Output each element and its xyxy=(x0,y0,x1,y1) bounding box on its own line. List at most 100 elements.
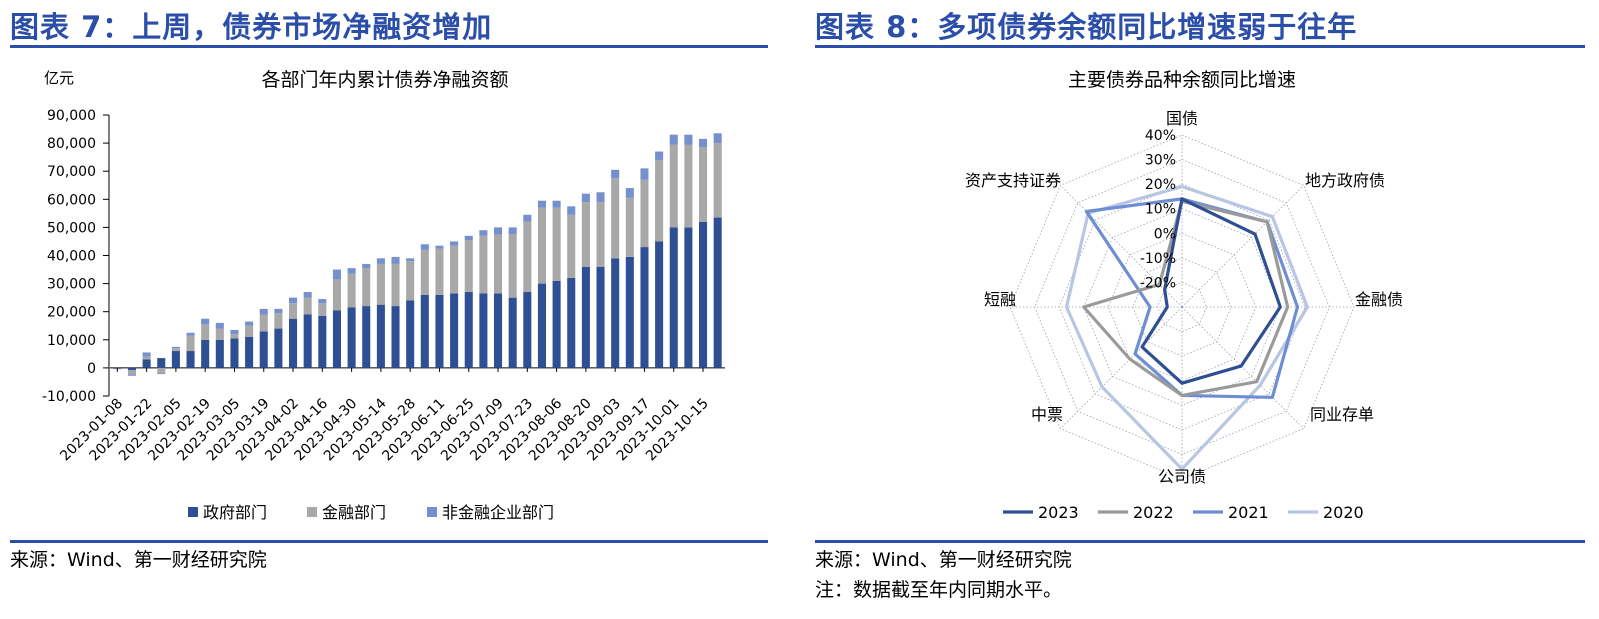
bar-segment xyxy=(362,268,371,307)
y-tick-label: 10,000 xyxy=(47,333,96,349)
bar-segment xyxy=(552,207,561,281)
legend-swatch xyxy=(307,507,317,517)
r-tick-label: 40% xyxy=(1145,128,1176,144)
y-tick-label: 80,000 xyxy=(47,136,96,152)
bar-segment xyxy=(435,245,444,249)
bar-segment xyxy=(376,258,385,264)
bar-segment xyxy=(596,202,605,267)
bar-segment xyxy=(494,234,503,294)
bar-segment xyxy=(537,200,546,208)
y-tick-label: 0 xyxy=(87,361,96,377)
bar-segment xyxy=(508,227,517,235)
y-tick-label: -10,000 xyxy=(42,389,96,405)
bar-segment xyxy=(596,266,605,368)
bar-segment xyxy=(245,336,254,368)
bar-segment xyxy=(406,261,415,301)
bar-segment xyxy=(479,293,488,368)
bar-segment xyxy=(391,306,400,368)
bar-segment xyxy=(479,235,488,294)
spoke xyxy=(1181,185,1304,308)
bar-segment xyxy=(435,248,444,295)
chart-title: 各部门年内累计债券净融资额 xyxy=(261,69,508,91)
bar-segment xyxy=(157,367,166,374)
legend-label: 2021 xyxy=(1228,503,1269,522)
bar-segment xyxy=(537,283,546,368)
legend-label: 金融部门 xyxy=(322,503,386,522)
bar-segment xyxy=(215,328,224,340)
category-label: 地方政府债 xyxy=(1305,171,1385,190)
bar-segment xyxy=(640,179,649,248)
left-panel: 图表 7：上周，债券市场净融资增加 各部门年内累计债券净融资额 亿元 -10,000… xyxy=(0,0,775,619)
stacked-bar-chart: 各部门年内累计债券净融资额 亿元 -10,000 0 10,000 20,000 30,00… xyxy=(42,69,725,522)
legend-label: 2020 xyxy=(1323,503,1364,522)
bar-segment xyxy=(186,351,195,368)
bar-segment xyxy=(552,280,561,368)
bar-segment xyxy=(157,358,166,368)
legend-label: 2022 xyxy=(1133,503,1174,522)
y-tick-label: 30,000 xyxy=(47,277,96,293)
legend-label: 政府部门 xyxy=(203,503,267,522)
y-unit-label: 亿元 xyxy=(44,69,74,87)
legend-label: 2023 xyxy=(1038,503,1079,522)
bar-segment xyxy=(713,217,722,368)
bar-segment xyxy=(699,147,708,222)
bar-segment xyxy=(640,168,649,180)
bar-segment xyxy=(215,339,224,368)
bar-segment xyxy=(464,292,473,368)
bar-segment xyxy=(406,300,415,368)
category-label: 国债 xyxy=(1166,109,1198,128)
bar-segment xyxy=(142,356,151,360)
bar-segment xyxy=(259,308,268,315)
bar-segment xyxy=(406,258,415,262)
bar-segment xyxy=(450,245,459,294)
bar-segment xyxy=(142,359,151,368)
grid-ring xyxy=(1009,134,1355,480)
bar-segment xyxy=(201,318,210,325)
bar-segment xyxy=(142,352,151,357)
figure-8-title: 图表 8：多项债券余额同比增速弱于往年 xyxy=(815,10,1358,44)
legend-swatch xyxy=(427,507,437,517)
bar-segment xyxy=(230,338,239,368)
bar-segment xyxy=(464,240,473,293)
y-tick-label: 50,000 xyxy=(47,220,96,236)
bar-segment xyxy=(201,324,210,340)
radar-chart: 主要债券品种余额同比增速 40% 30% 20% 10% 0% -10% -20% 国债地方政府… xyxy=(965,69,1403,522)
bar-segment xyxy=(713,143,722,218)
bar-segment xyxy=(274,308,283,314)
spoke xyxy=(1060,306,1183,429)
bar-segment xyxy=(552,200,561,208)
bar-segment xyxy=(435,294,444,368)
bar-segment xyxy=(494,293,503,368)
bar-segment xyxy=(171,346,180,349)
grid-ring xyxy=(1132,257,1232,357)
source-rule xyxy=(815,540,1585,543)
series-line xyxy=(1140,197,1282,385)
bar-segment xyxy=(450,241,459,246)
bar-segment xyxy=(523,214,532,222)
bar-segment xyxy=(391,256,400,264)
bar-segment xyxy=(625,197,634,257)
bar-segment xyxy=(523,221,532,293)
bar-segment xyxy=(274,328,283,368)
category-label: 同业存单 xyxy=(1310,405,1374,424)
bar-segment xyxy=(127,370,136,375)
bar-segment xyxy=(376,304,385,368)
bar-segment xyxy=(157,373,166,375)
bar-segment xyxy=(171,348,180,352)
bar-segment xyxy=(201,339,210,368)
y-tick-label: 70,000 xyxy=(47,164,96,180)
bar-segment xyxy=(684,227,693,368)
title-rule xyxy=(10,45,768,48)
bar-segment xyxy=(289,318,298,368)
bar-segment xyxy=(289,297,298,304)
bar-segment xyxy=(332,269,341,280)
bar-segment xyxy=(347,268,356,274)
left-source: 来源：Wind、第一财经研究院 xyxy=(10,549,267,571)
bar-segment xyxy=(376,263,385,305)
bar-segment xyxy=(318,303,327,316)
bar-segment xyxy=(303,292,312,298)
bar-segment xyxy=(259,314,268,332)
y-tick-label: 20,000 xyxy=(47,305,96,321)
bar-segment xyxy=(362,306,371,368)
r-tick-label: 10% xyxy=(1145,202,1176,218)
